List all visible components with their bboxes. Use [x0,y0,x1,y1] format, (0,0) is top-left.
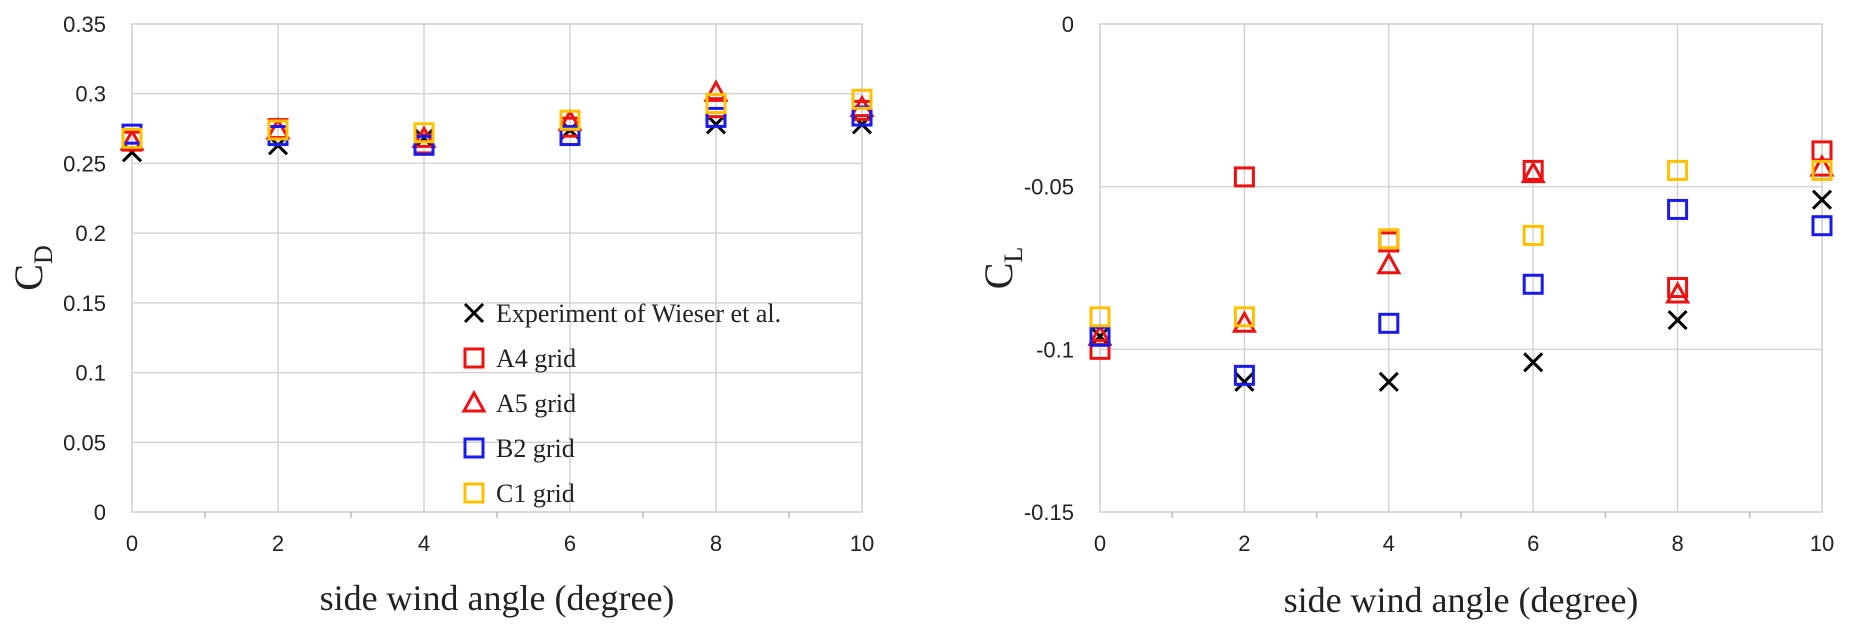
legend-label: B2 grid [496,434,575,463]
x-tick-label: 6 [564,531,576,556]
data-point [1809,154,1835,177]
legend-marker [463,437,485,459]
x-tick-label: 8 [710,531,722,556]
plot-area-right [1099,23,1823,513]
data-point [1378,228,1400,250]
data-point [121,127,143,149]
legend-label: Experiment of Wieser et al. [496,299,781,328]
x-tick-label: 10 [850,531,874,556]
series-b2-grid [1089,198,1833,386]
legend-marker [463,302,485,324]
data-point [1522,224,1544,246]
data-point [1089,306,1111,328]
x-tick-label: 4 [418,531,430,556]
chart-right: -0.15 -0.1 -0.05 0 0 2 4 6 8 10 side wind angle (d… [976,12,1835,620]
x-tick-label: 0 [126,531,138,556]
y-tick-label: 0.35 [63,12,106,37]
data-point [559,109,581,131]
data-point [267,119,289,141]
y-tick-label: 0.3 [75,82,106,107]
data-point [1089,338,1111,360]
x-tick-label: 10 [1810,531,1834,556]
legend-label: C1 grid [496,479,575,508]
data-point [1665,280,1691,304]
y-axis-title: CD [6,245,58,290]
x-tick-label: 4 [1383,531,1395,556]
series-a5-grid [119,79,875,151]
y-tick-label: 0.25 [63,151,106,176]
series-a4-grid [1089,140,1833,360]
y-axis-title-subscript: D [29,245,58,264]
series-a5-grid [1087,154,1835,346]
data-point [1522,273,1544,295]
x-tick-label: 2 [1238,531,1250,556]
y-tick-label: 0 [1062,12,1074,37]
data-point [1233,364,1255,386]
y-tick-label: 0 [94,500,106,525]
data-point [1667,309,1688,331]
data-point [1378,371,1399,392]
data-point [1523,352,1544,373]
data-point [1811,215,1833,237]
series-b2-grid [121,105,873,156]
data-point [119,128,145,151]
data-point [1667,198,1689,220]
y-axis-title: CL [976,247,1028,290]
series-a4-grid [121,97,873,155]
y-tick-label: -0.05 [1024,175,1074,200]
series-experiment-of-wieser-et-al [1089,189,1833,392]
y-tick-label: 0.1 [75,361,106,386]
data-point [1378,312,1400,334]
y-tick-label: 0.15 [63,291,106,316]
series-c1-grid [1089,159,1833,328]
y-axis-title-main: C [6,264,51,291]
x-axis-title: side wind angle (degree) [1284,580,1639,620]
data-point [1376,251,1402,275]
data-point [1233,166,1255,188]
data-point [1089,326,1111,347]
data-point [703,79,729,102]
data-point [851,88,873,110]
legend-marker [463,347,485,369]
data-point [705,92,727,114]
legend-marker [461,389,487,413]
data-point [1089,325,1111,347]
x-axis-title: side wind angle (degree) [320,578,675,618]
data-point [413,134,435,156]
y-axis-title-main: C [976,263,1021,290]
y-axis-title-subscript: L [999,247,1028,263]
data-point [413,128,435,149]
y-tick-label: -0.15 [1024,500,1074,525]
legend-label: A4 grid [496,344,576,373]
data-point [705,114,727,135]
data-point [559,125,581,147]
data-point [1234,371,1255,392]
chart-left: 0 0.05 0.1 0.15 0.2 0.25 0.3 0.35 0 2 4 6 8 10 side wi… [6,12,875,618]
y-tick-label: -0.1 [1036,337,1074,362]
x-tick-label: 6 [1527,531,1539,556]
data-point [413,122,435,144]
data-point [1233,306,1255,328]
legend: Experiment of Wieser et al. A4 grid A5 gri… [461,299,781,508]
series-experiment-of-wieser-et-al [121,114,873,163]
data-point [1811,189,1833,210]
y-tick-label: 0.05 [63,430,106,455]
legend-label: A5 grid [496,389,576,418]
data-point [1667,159,1689,181]
legend-marker [463,482,485,504]
data-point [705,106,727,128]
data-point [1520,160,1546,184]
data-point [1231,310,1257,333]
data-point [1811,159,1833,181]
x-tick-label: 2 [272,531,284,556]
x-tick-label: 0 [1094,531,1106,556]
data-point [1667,277,1689,299]
y-tick-label: 0.2 [75,221,106,246]
series-c1-grid [121,88,873,149]
x-tick-label: 8 [1671,531,1683,556]
